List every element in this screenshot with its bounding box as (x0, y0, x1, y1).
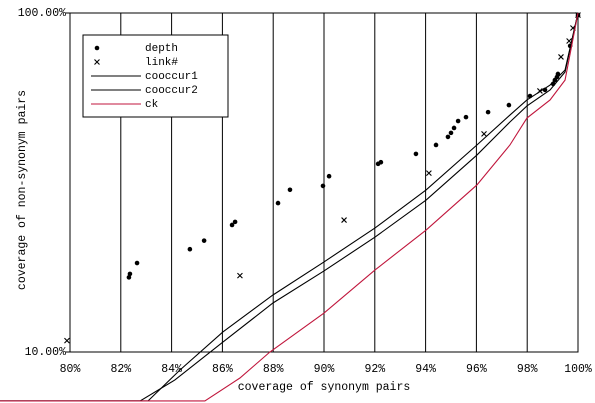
dot-marker (134, 260, 140, 266)
line (0, 12, 579, 402)
dot-marker (127, 271, 133, 277)
dot-marker (555, 71, 561, 77)
x-tick-label: 98% (517, 363, 538, 376)
dot-marker (126, 275, 132, 280)
x-tick-label: 88% (263, 363, 284, 376)
dot-marker (451, 125, 457, 131)
x-tick-label: 90% (314, 363, 335, 376)
dot-marker (287, 187, 293, 193)
dot-marker (413, 151, 419, 157)
dot-marker (485, 109, 491, 115)
legend-label: cooccur1 (145, 71, 198, 83)
dot-marker (433, 142, 439, 148)
legend: depth link# cooccur1 cooccur2 ck (82, 34, 229, 118)
legend-box (82, 34, 229, 118)
x-marker (426, 170, 432, 177)
dot-marker (229, 222, 235, 228)
y-axis-label: coverage of non-synonym pairs (16, 90, 29, 290)
dot-marker (94, 45, 100, 51)
line (0, 12, 579, 402)
legend-label: depth (145, 43, 178, 55)
dot-marker (326, 173, 332, 179)
dot-marker (448, 130, 454, 136)
y-tick-label: 100.00% (18, 7, 66, 20)
x-marker (481, 130, 487, 137)
legend-label: link# (145, 57, 178, 69)
x-tick-label: 86% (212, 363, 233, 376)
x-axis-label: coverage of synonym pairs (238, 381, 411, 394)
x-tick-label: 96% (466, 363, 487, 376)
dot-marker (378, 159, 384, 165)
x-marker (64, 337, 70, 344)
dot-marker (232, 219, 238, 225)
dot-marker (455, 118, 461, 124)
dot-marker (275, 200, 281, 206)
x-tick-label: 84% (161, 363, 182, 376)
x-tick-label: 94% (415, 363, 436, 376)
x-marker (94, 59, 100, 65)
x-marker (558, 54, 564, 60)
dot-marker (187, 246, 193, 252)
line (0, 12, 579, 402)
dot-marker (463, 114, 469, 120)
legend-label: ck (145, 99, 159, 111)
y-tick-label: 10.00% (25, 346, 67, 359)
dot-marker (506, 102, 512, 108)
dot-marker (320, 183, 326, 189)
x-tick-label: 100% (564, 363, 592, 376)
x-tick-label: 80% (60, 363, 81, 376)
x-tick-label: 92% (364, 363, 385, 376)
x-marker (237, 272, 243, 279)
x-marker (341, 217, 347, 223)
dot-marker (445, 134, 451, 140)
legend-label: cooccur2 (145, 85, 198, 97)
x-tick-label: 82% (110, 363, 131, 376)
dot-marker (201, 238, 207, 243)
